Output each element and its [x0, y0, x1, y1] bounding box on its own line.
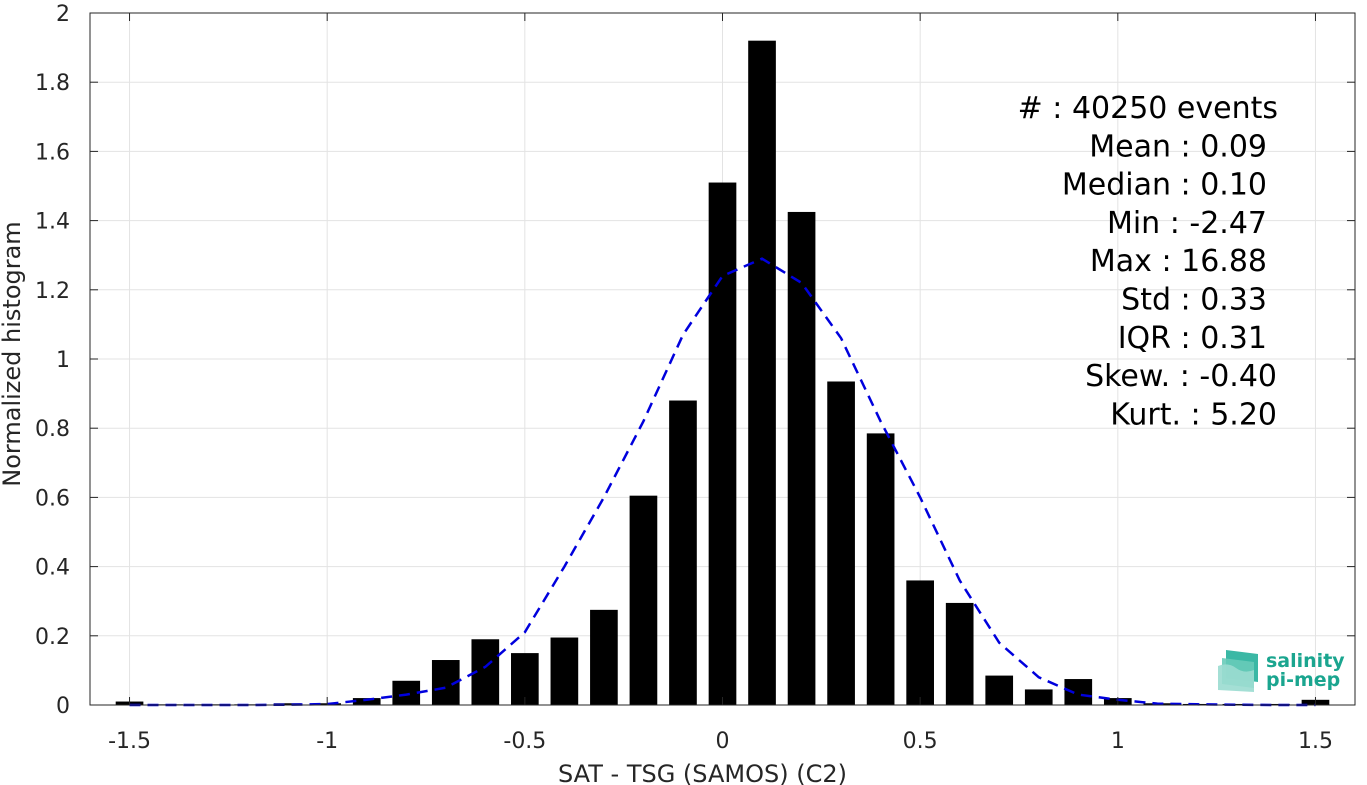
- x-tick-label-3: 0: [716, 729, 730, 754]
- y-tick-label-2: 0.4: [35, 556, 70, 581]
- bar-12: [590, 609, 618, 705]
- stats-line-2: Median : 0.10: [1062, 168, 1267, 203]
- bar-22: [985, 675, 1014, 705]
- bar-20: [906, 580, 934, 705]
- x-tick-label-5: 1: [1111, 729, 1125, 754]
- stats-line-0: # : 40250 events: [1018, 91, 1278, 126]
- y-tick-label-10: 2: [56, 2, 70, 27]
- y-tick-label-0: 0: [56, 694, 70, 719]
- bar-28: [1222, 703, 1251, 705]
- y-axis-ticks: 0 0.2 0.4 0.6 0.8 1 1.2 1.4 1.6 1.8 2: [35, 2, 1355, 719]
- x-tick-label-6: 1.5: [1298, 729, 1333, 754]
- bar-21: [945, 602, 974, 705]
- stats-line-6: IQR : 0.31: [1118, 321, 1267, 356]
- bar-15: [708, 182, 737, 706]
- bar-13: [629, 495, 658, 705]
- y-tick-label-9: 1.8: [35, 71, 70, 96]
- x-tick-label-0: -1.5: [108, 729, 151, 754]
- bar-17: [787, 211, 816, 705]
- y-axis-label: Normalized histogram: [0, 221, 26, 486]
- stats-line-4: Max : 16.88: [1090, 244, 1267, 279]
- bar-10: [511, 653, 539, 705]
- logo-line-2: pi-mep: [1266, 669, 1340, 691]
- x-tick-label-1: -1: [316, 729, 338, 754]
- bar-11: [550, 637, 579, 705]
- bar-24: [1064, 679, 1093, 705]
- stats-line-7: Skew. : -0.40: [1085, 359, 1277, 394]
- y-tick-label-5: 1: [56, 348, 70, 373]
- x-axis-label: SAT - TSG (SAMOS) (C2): [558, 760, 847, 785]
- x-tick-label-4: 0.5: [903, 729, 938, 754]
- bar-16: [748, 40, 776, 706]
- bar-18: [827, 381, 855, 705]
- y-tick-label-6: 1.2: [35, 279, 70, 304]
- y-tick-label-3: 0.6: [35, 486, 70, 511]
- logo-line-1: salinity: [1266, 650, 1345, 672]
- stats-line-1: Mean : 0.09: [1089, 129, 1267, 164]
- y-tick-label-8: 1.6: [35, 140, 70, 165]
- x-axis-ticks: -1.5 -1 -0.5 0 0.5 1 1.5: [108, 13, 1333, 754]
- wave-icon: [1218, 650, 1258, 692]
- bar-23: [1024, 689, 1053, 705]
- x-tick-label-2: -0.5: [503, 729, 546, 754]
- bar-4: [273, 703, 302, 705]
- stats-line-3: Min : -2.47: [1107, 206, 1267, 241]
- bar-19: [866, 433, 895, 705]
- bar-29: [1262, 703, 1290, 705]
- bar-14: [669, 400, 697, 705]
- salinity-pi-mep-logo: salinity pi-mep: [1218, 650, 1345, 692]
- stats-line-8: Kurt. : 5.20: [1110, 397, 1277, 432]
- bar-7: [392, 680, 421, 705]
- y-tick-label-7: 1.4: [35, 210, 70, 235]
- y-tick-label-4: 0.8: [35, 417, 70, 442]
- bar-6: [352, 698, 381, 705]
- y-tick-label-1: 0.2: [35, 625, 70, 650]
- stats-line-5: Std : 0.33: [1121, 283, 1267, 318]
